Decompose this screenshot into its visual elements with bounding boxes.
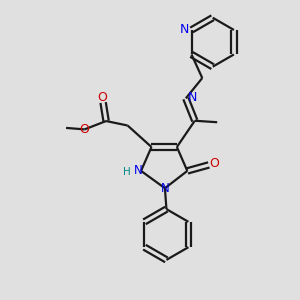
Text: H: H [123,167,130,177]
Text: O: O [98,91,107,103]
Text: N: N [180,23,190,36]
Text: N: N [161,182,170,195]
Text: O: O [209,157,219,170]
Text: N: N [188,91,197,104]
Text: N: N [134,164,142,177]
Text: O: O [79,124,89,136]
